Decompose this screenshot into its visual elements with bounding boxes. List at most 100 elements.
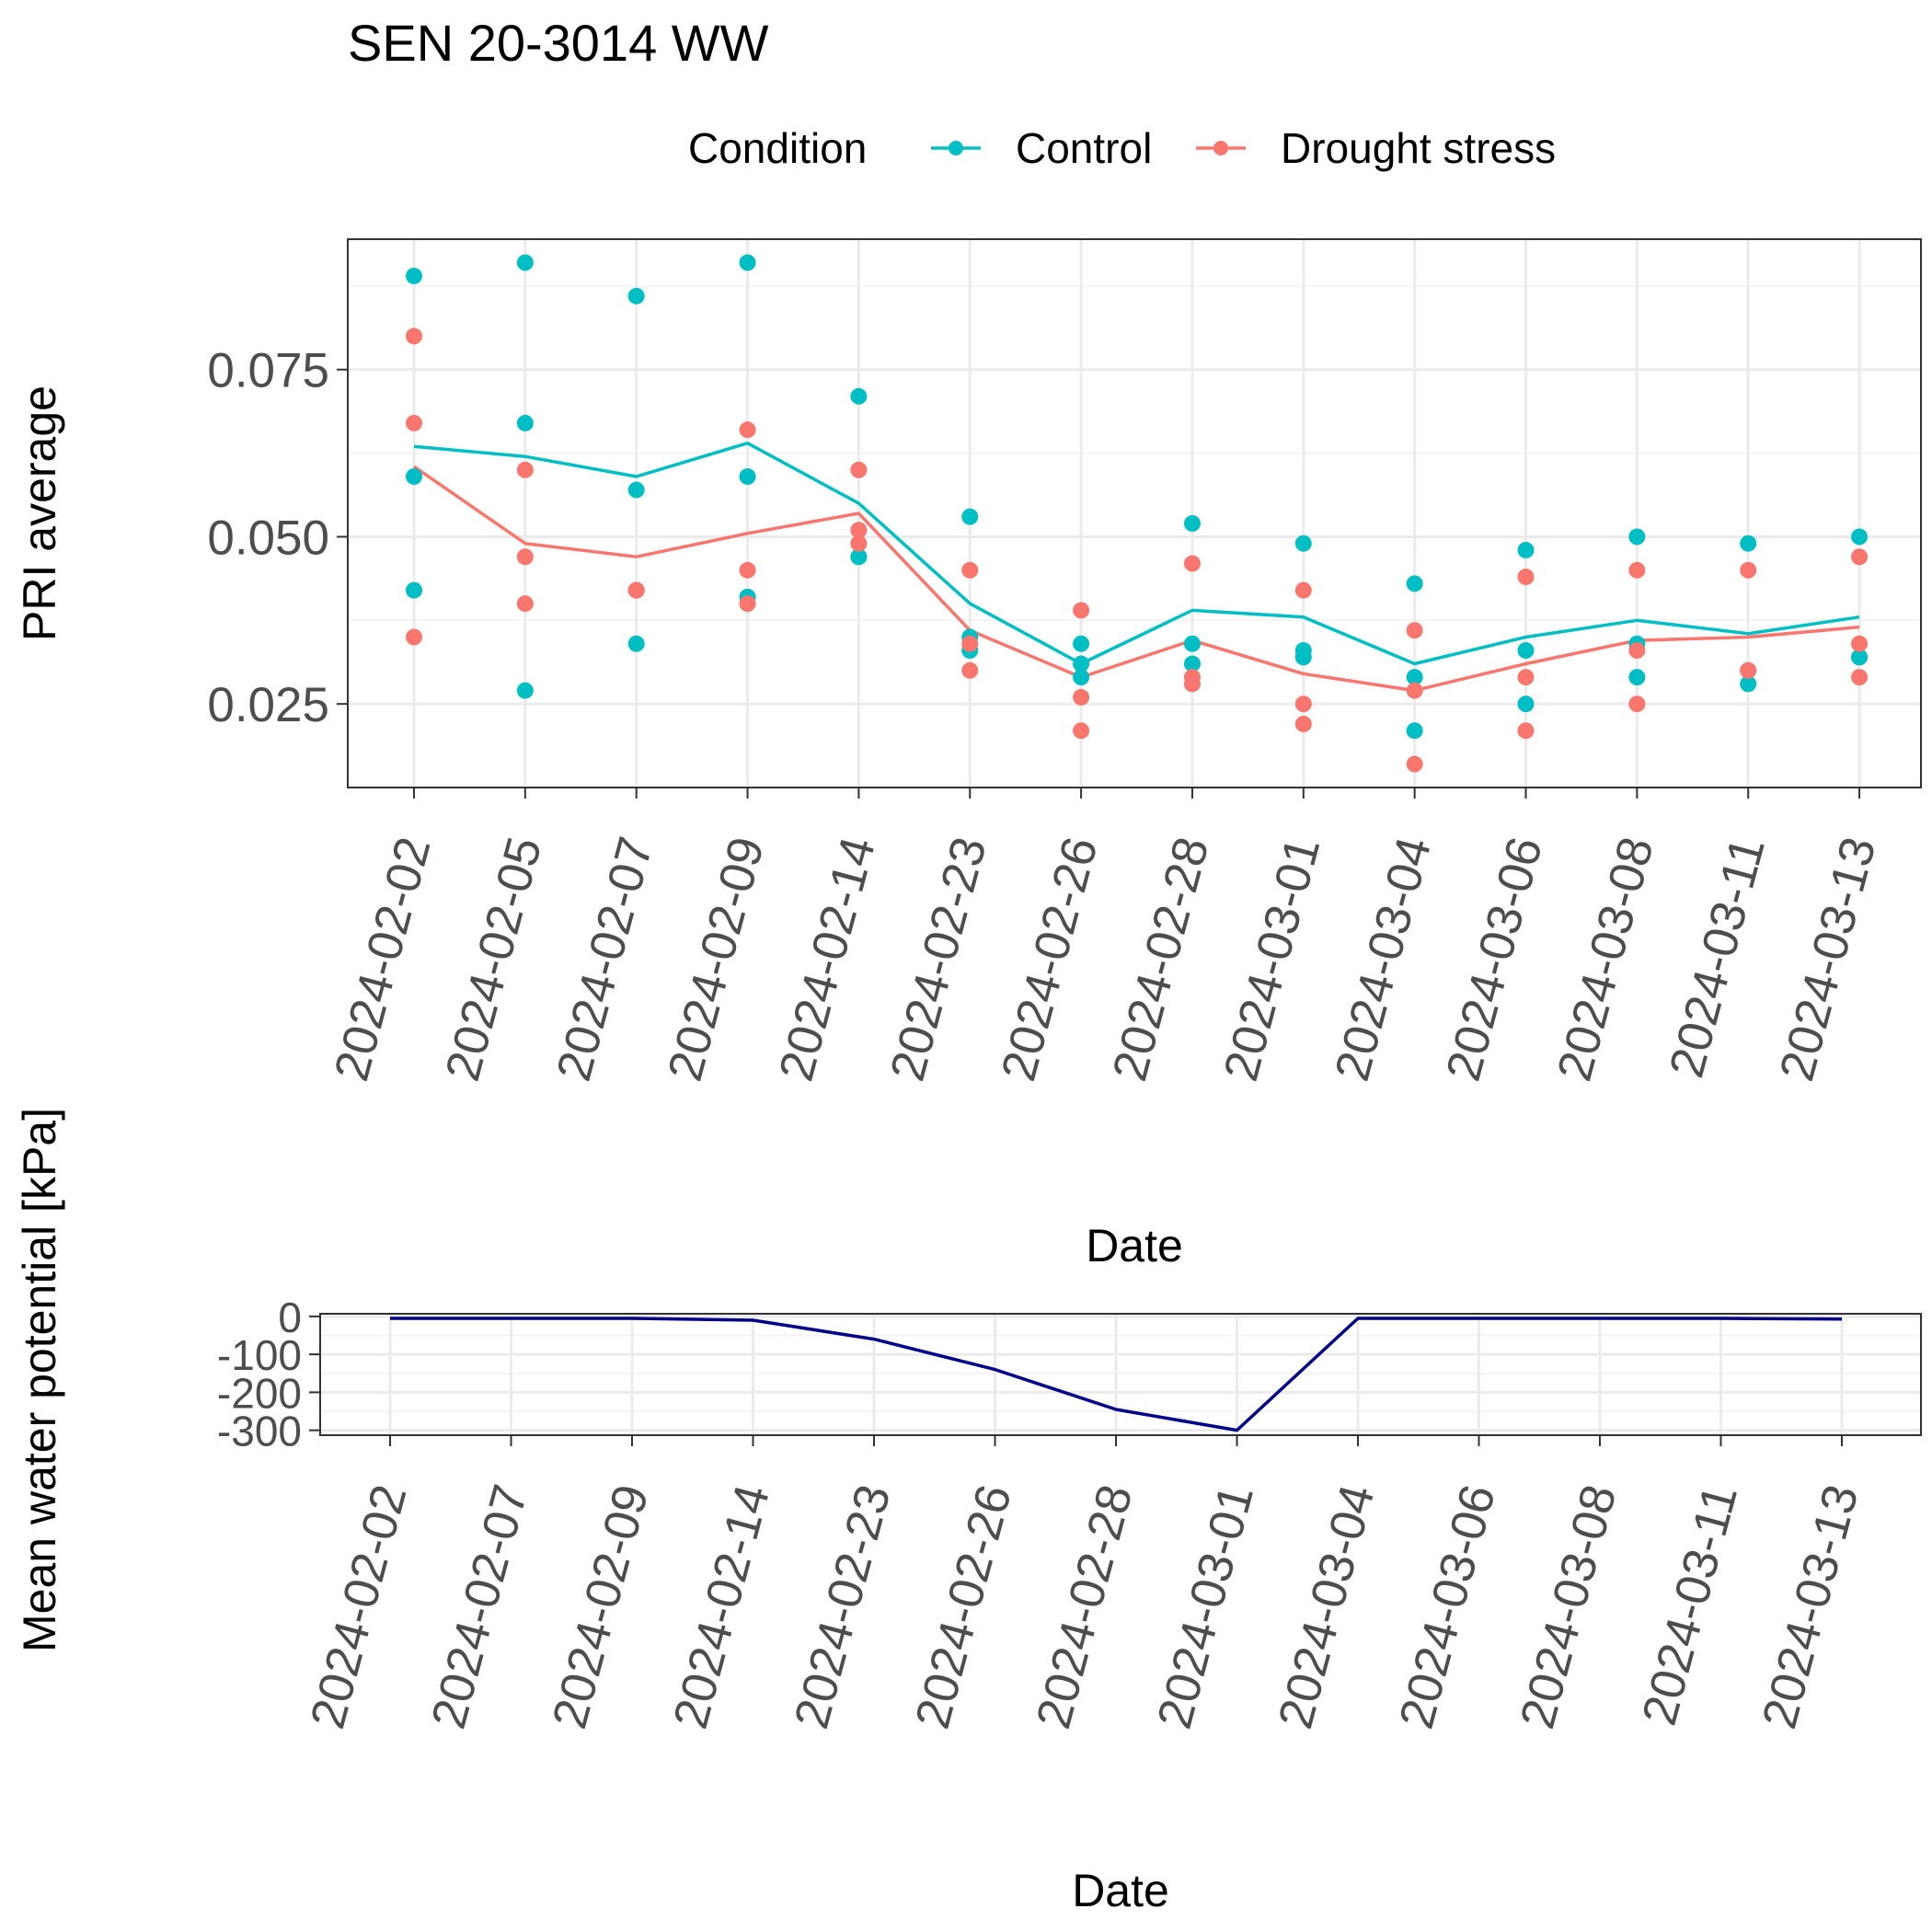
legend-label-control: Control	[1016, 124, 1152, 172]
top-x-tick-label-2024-02-14: 2024-02-14	[769, 832, 886, 1087]
top-x-tick-label-2024-02-05: 2024-02-05	[435, 832, 552, 1087]
data-point-control	[961, 508, 979, 525]
legend-key-drought-point	[1213, 141, 1228, 155]
top-x-tick-label-2024-02-23: 2024-02-23	[880, 832, 997, 1087]
top-plot-background	[348, 239, 1921, 788]
data-point-drought-stress	[406, 414, 422, 431]
bottom-x-tick-label-2024-03-04: 2024-03-04	[1268, 1479, 1385, 1734]
data-point-control	[1294, 649, 1312, 666]
top-x-axis-title: Date	[1086, 1220, 1183, 1271]
chart-title: SEN 20-3014 WW	[348, 14, 769, 72]
bottom-x-tick-label-2024-02-02: 2024-02-02	[300, 1479, 417, 1734]
bottom-y-axis-title: Mean water potential [kPa]	[14, 1108, 65, 1652]
data-point-control	[1628, 528, 1646, 546]
data-point-drought-stress	[406, 628, 422, 646]
data-point-drought-stress	[739, 421, 756, 439]
data-point-control	[739, 468, 756, 486]
data-point-drought-stress	[739, 595, 756, 613]
bottom-y-tick-label: -200	[217, 1369, 302, 1417]
data-point-control	[516, 414, 534, 431]
data-point-control	[627, 481, 645, 499]
data-point-control	[1628, 669, 1646, 686]
data-point-control	[406, 581, 422, 599]
data-point-control	[1183, 635, 1201, 652]
data-point-control	[1294, 535, 1312, 552]
data-point-drought-stress	[739, 561, 756, 579]
bottom-y-axis: 0-100-200-300	[217, 1294, 320, 1455]
data-point-drought-stress	[1517, 569, 1535, 586]
bottom-y-tick-label: -100	[217, 1331, 302, 1379]
data-point-drought-stress	[406, 328, 422, 345]
data-point-control	[1073, 635, 1090, 652]
data-point-drought-stress	[1294, 696, 1312, 713]
data-point-control	[1851, 649, 1869, 666]
bottom-x-tick-label-2024-03-13: 2024-03-13	[1752, 1479, 1869, 1734]
top-x-tick-label-2024-02-02: 2024-02-02	[324, 832, 441, 1087]
data-point-drought-stress	[1517, 669, 1535, 686]
top-x-tick-label-2024-03-13: 2024-03-13	[1769, 832, 1886, 1087]
data-point-drought-stress	[1851, 548, 1869, 566]
top-series-points	[406, 254, 1869, 773]
legend: Condition Control Drought stress	[688, 124, 1556, 172]
data-point-control	[1517, 541, 1535, 558]
top-x-tick-label-2024-02-26: 2024-02-26	[992, 832, 1109, 1087]
bottom-x-tick-label-2024-02-23: 2024-02-23	[784, 1479, 901, 1734]
data-point-drought-stress	[627, 581, 645, 599]
data-point-drought-stress	[1183, 555, 1201, 572]
data-point-control	[627, 635, 645, 652]
data-point-drought-stress	[850, 461, 868, 478]
bottom-series-lines	[390, 1317, 1843, 1432]
data-point-control	[1183, 514, 1201, 532]
data-point-drought-stress	[1851, 635, 1869, 652]
data-point-drought-stress	[850, 522, 868, 539]
data-point-drought-stress	[1740, 561, 1757, 579]
top-series-lines	[413, 441, 1860, 693]
bottom-x-axis: 2024-02-02 2024-02-07 2024-02-09 2024-02-14…	[300, 1435, 1869, 1734]
bottom-x-tick-label-2024-02-28: 2024-02-28	[1026, 1479, 1143, 1734]
data-point-control	[1740, 675, 1757, 693]
data-point-control	[1406, 575, 1423, 592]
bottom-x-axis-title: Date	[1072, 1865, 1169, 1916]
data-point-control	[1851, 528, 1869, 546]
data-point-drought-stress	[1628, 696, 1646, 713]
data-point-control	[516, 682, 534, 699]
top-x-tick-label-2024-03-08: 2024-03-08	[1547, 832, 1664, 1087]
data-point-control	[406, 468, 422, 486]
data-point-drought-stress	[516, 461, 534, 478]
data-point-drought-stress	[1517, 722, 1535, 740]
bottom-x-tick-label-2024-03-11: 2024-03-11	[1632, 1479, 1748, 1731]
legend-key-control-point	[949, 141, 963, 155]
data-point-drought-stress	[1294, 581, 1312, 599]
data-point-drought-stress	[1406, 755, 1423, 773]
data-point-control	[1740, 535, 1757, 552]
data-point-drought-stress	[961, 661, 979, 679]
water-potential-line	[390, 1317, 1843, 1432]
bottom-plot-border	[319, 1313, 1922, 1436]
data-point-drought-stress	[1073, 688, 1090, 706]
bottom-x-tick-label-2024-03-01: 2024-03-01	[1147, 1479, 1264, 1734]
data-point-drought-stress	[1851, 669, 1869, 686]
top-x-tick-label-2024-03-01: 2024-03-01	[1213, 832, 1330, 1087]
data-point-control	[1073, 669, 1090, 686]
data-point-control	[1517, 642, 1535, 659]
data-point-drought-stress	[1073, 602, 1090, 619]
data-point-drought-stress	[1628, 561, 1646, 579]
bottom-x-tick-label-2024-02-07: 2024-02-07	[421, 1479, 538, 1734]
bottom-y-tick-label: 0	[278, 1294, 302, 1341]
top-x-axis: 2024-02-022024-02-052024-02-072024-02-09…	[324, 788, 1887, 1087]
bottom-x-tick-label-2024-03-06: 2024-03-06	[1389, 1479, 1506, 1734]
bottom-y-tick-label: -300	[217, 1408, 302, 1455]
data-point-control	[739, 254, 756, 271]
data-point-control	[1517, 696, 1535, 713]
data-point-drought-stress	[850, 535, 868, 552]
top-y-axis: 0.025 0.050 0.075	[207, 344, 348, 732]
top-x-tick-label-2024-02-28: 2024-02-28	[1102, 832, 1219, 1087]
legend-title: Condition	[688, 124, 867, 172]
data-point-drought-stress	[1740, 661, 1757, 679]
data-point-control	[1183, 655, 1201, 673]
bottom-x-tick-label-2024-03-08: 2024-03-08	[1510, 1479, 1627, 1734]
data-point-drought-stress	[1183, 675, 1201, 693]
data-point-control	[1406, 669, 1423, 686]
bottom-x-tick-label-2024-02-26: 2024-02-26	[905, 1479, 1022, 1734]
